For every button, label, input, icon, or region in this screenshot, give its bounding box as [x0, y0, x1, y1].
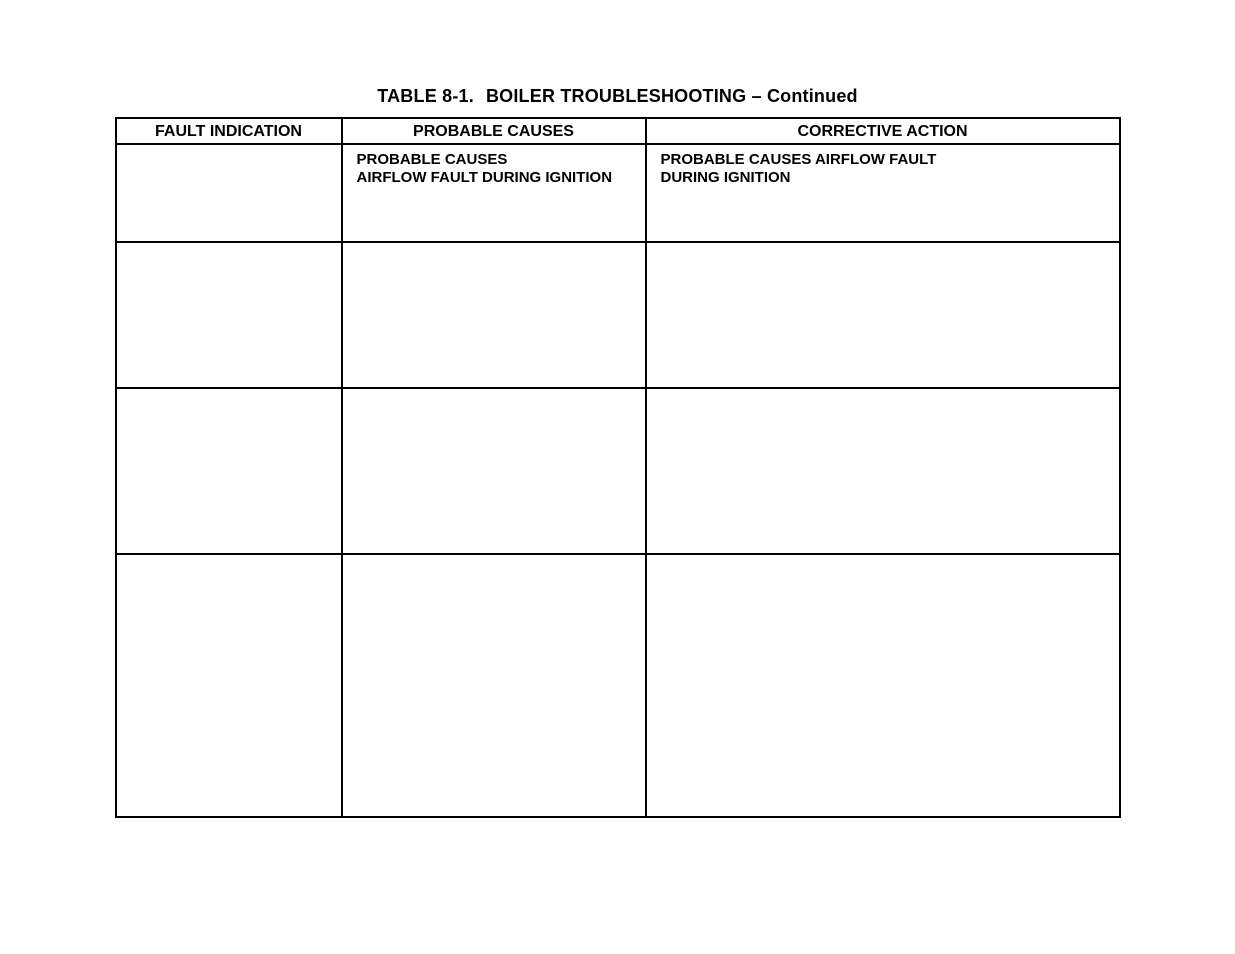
cell-text	[117, 389, 341, 401]
table-row	[116, 242, 1120, 388]
table-row: PROBABLE CAUSES AIRFLOW FAULT DURING IGN…	[116, 144, 1120, 242]
cell-text	[117, 145, 341, 157]
cell-cause: PROBABLE CAUSES AIRFLOW FAULT DURING IGN…	[342, 144, 646, 242]
col-header-fault: FAULT INDICATION	[116, 118, 342, 144]
action-line2: DURING IGNITION	[661, 169, 1109, 187]
table-row	[116, 388, 1120, 554]
cause-line1: PROBABLE CAUSES	[357, 151, 635, 169]
troubleshooting-table: FAULT INDICATION PROBABLE CAUSES CORRECT…	[115, 117, 1121, 818]
cell-fault	[116, 554, 342, 817]
cell-cause	[342, 388, 646, 554]
table-header-row: FAULT INDICATION PROBABLE CAUSES CORRECT…	[116, 118, 1120, 144]
cell-cause	[342, 554, 646, 817]
cell-text	[343, 389, 645, 401]
col-header-action: CORRECTIVE ACTION	[646, 118, 1120, 144]
page: TABLE 8-1. BOILER TROUBLESHOOTING – Conti…	[0, 0, 1235, 818]
cell-text	[343, 555, 645, 567]
col-header-cause: PROBABLE CAUSES	[342, 118, 646, 144]
cell-text: PROBABLE CAUSES AIRFLOW FAULT DURING IGN…	[343, 145, 645, 193]
table-row	[116, 554, 1120, 817]
cell-text	[647, 243, 1119, 255]
cell-text: PROBABLE CAUSES AIRFLOW FAULT DURING IGN…	[647, 145, 1119, 193]
cell-fault	[116, 242, 342, 388]
cell-action: PROBABLE CAUSES AIRFLOW FAULT DURING IGN…	[646, 144, 1120, 242]
title-prefix: TABLE 8-1.	[377, 86, 474, 106]
cell-text	[647, 555, 1119, 567]
cell-text	[343, 243, 645, 255]
cell-action	[646, 554, 1120, 817]
cell-fault	[116, 144, 342, 242]
cell-fault	[116, 388, 342, 554]
title-main: BOILER TROUBLESHOOTING – Continued	[486, 86, 858, 106]
table-title: TABLE 8-1. BOILER TROUBLESHOOTING – Conti…	[0, 86, 1235, 107]
cell-text	[117, 243, 341, 255]
cell-action	[646, 242, 1120, 388]
cause-line2: AIRFLOW FAULT DURING IGNITION	[357, 169, 635, 187]
action-line1: PROBABLE CAUSES AIRFLOW FAULT	[661, 151, 1109, 169]
cell-text	[117, 555, 341, 567]
cell-action	[646, 388, 1120, 554]
cell-cause	[342, 242, 646, 388]
cell-text	[647, 389, 1119, 401]
